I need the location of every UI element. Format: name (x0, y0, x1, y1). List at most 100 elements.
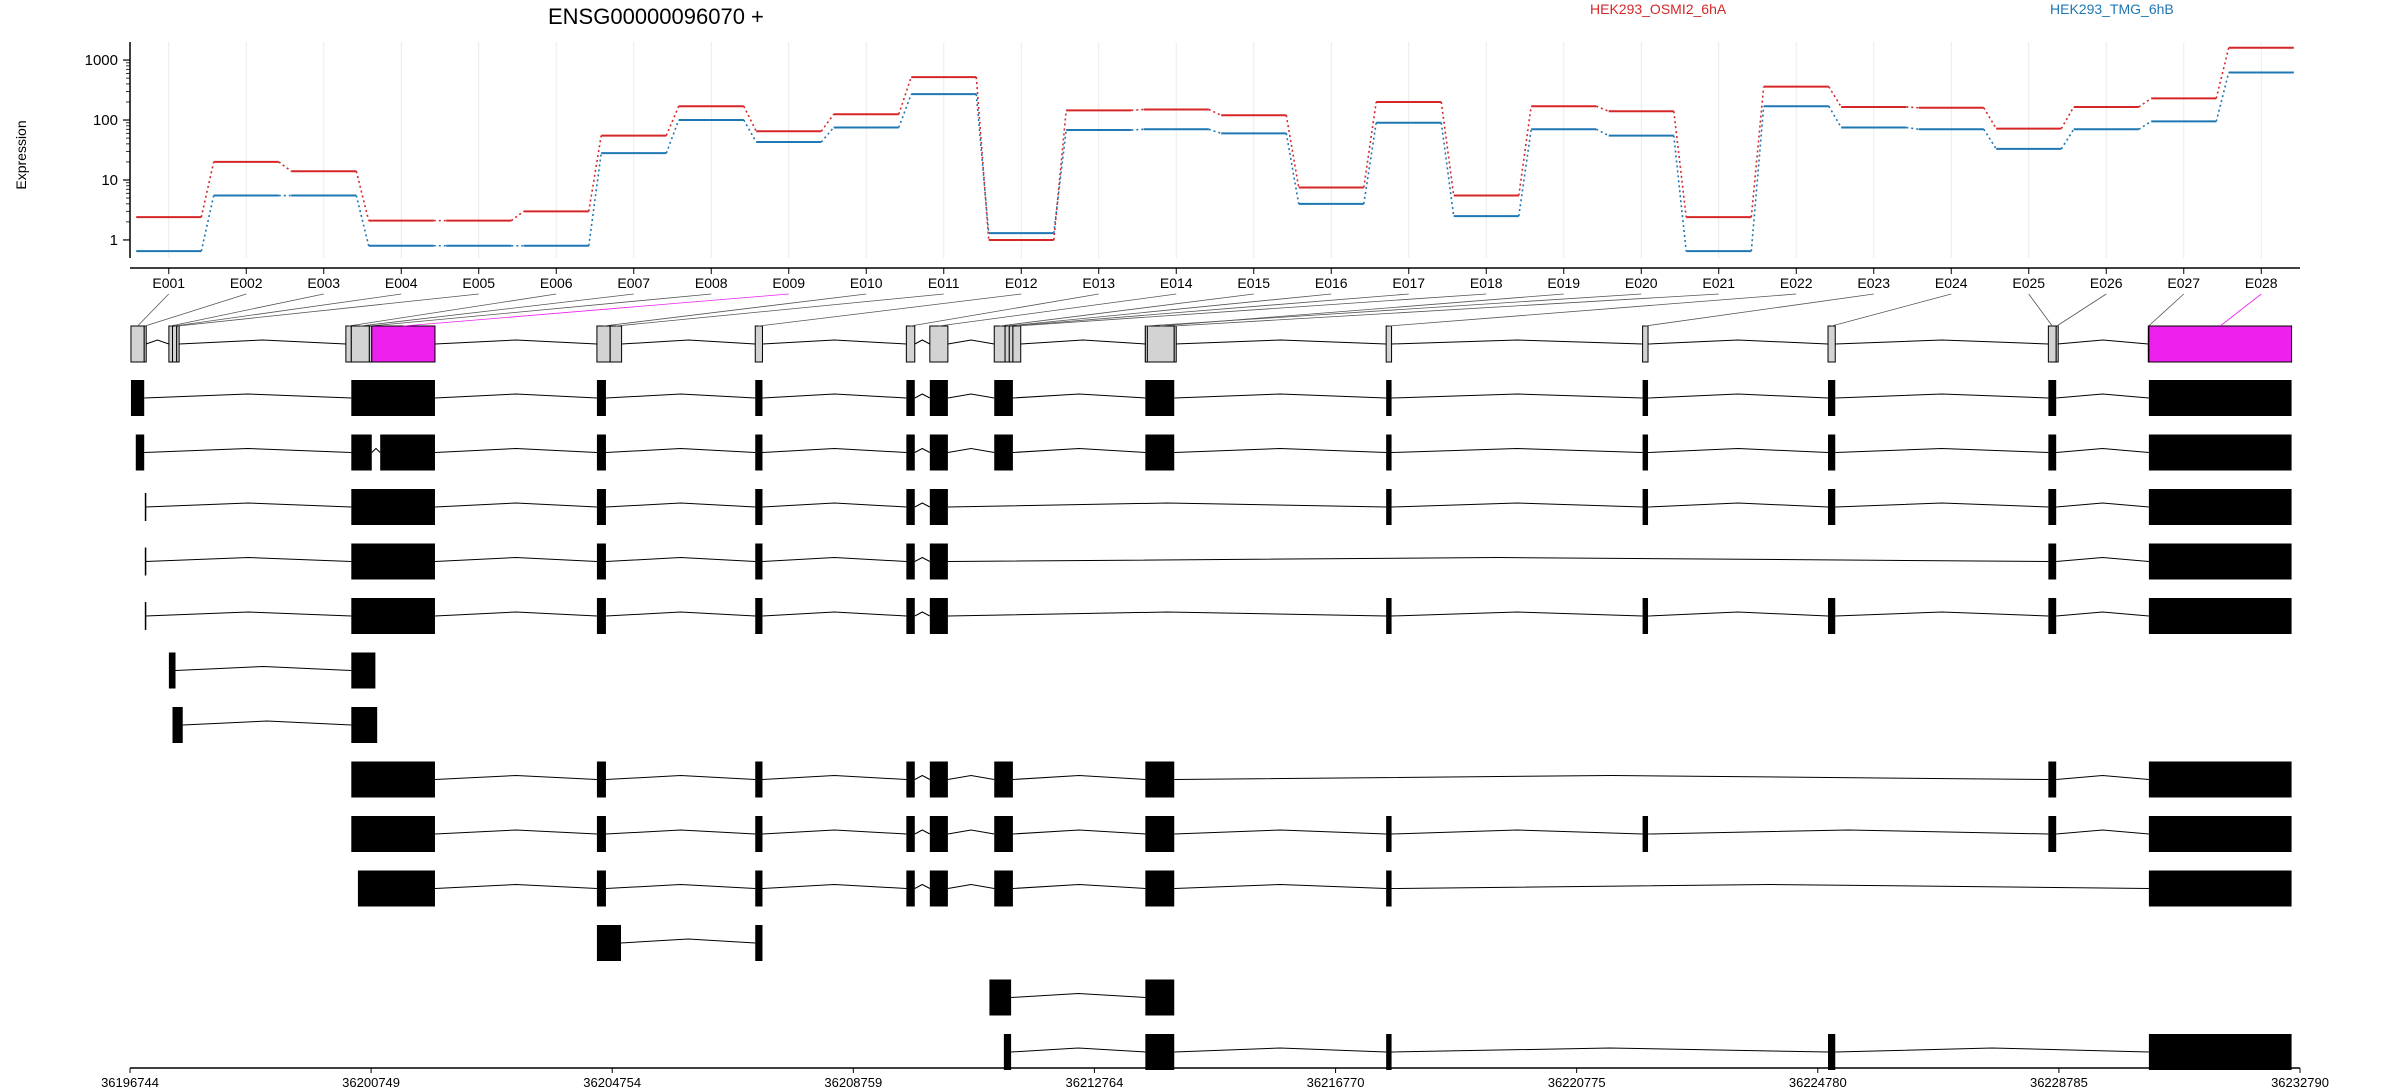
exon-block (994, 434, 1013, 471)
intron-line (1391, 611, 1643, 617)
x-tick-label: E024 (1935, 275, 1968, 291)
intron-line (2056, 611, 2149, 617)
exon-block (929, 380, 948, 416)
exon-block (2148, 543, 2292, 580)
x-tick-label: E027 (2167, 275, 2200, 291)
genome-axis: 36196744 36200749 36204754 36208759 36212764… (101, 1067, 2329, 1090)
intron-line (1012, 393, 1146, 399)
genome-tick-label: 36196744 (101, 1075, 159, 1090)
exon-connector (403, 293, 789, 327)
series-connector (1285, 115, 1300, 188)
series-connector (1285, 133, 1300, 204)
exon-bin (345, 325, 352, 363)
intron-line (1012, 883, 1146, 889)
intron-line (762, 883, 907, 889)
intron-line (145, 611, 352, 617)
intron-line (1391, 1047, 1829, 1053)
series-connector (278, 161, 292, 172)
exon-bin (609, 325, 623, 363)
exon-bin (1004, 325, 1010, 363)
x-tick-label: E016 (1315, 275, 1348, 291)
x-tick-label: E005 (462, 275, 495, 291)
exon-block (994, 761, 1013, 798)
x-tick-label: E003 (307, 275, 340, 291)
exon-block (929, 543, 948, 580)
exon-block (596, 489, 606, 525)
exon-block (1386, 434, 1392, 471)
exon-block (135, 434, 145, 471)
transcript (172, 707, 378, 743)
intron-line (1174, 447, 1387, 453)
y-tick-label: 10 (101, 172, 118, 189)
x-tick-label: E006 (540, 275, 573, 291)
exon-block (906, 543, 915, 580)
exon-bin (754, 325, 763, 363)
exon-block (1828, 1034, 1836, 1070)
series-connector (1208, 108, 1222, 116)
x-tick-label: E013 (1082, 275, 1115, 291)
genome-tick-label: 36204754 (583, 1075, 641, 1090)
intron-line (605, 611, 756, 617)
exon-connector (360, 293, 634, 327)
exon-bin (130, 325, 145, 363)
exon-connector (910, 293, 1099, 327)
x-tick-label: E026 (2090, 275, 2123, 291)
intron-line (1648, 502, 1829, 508)
intron-line (914, 393, 931, 399)
exon-block (351, 380, 435, 416)
intron-line (2056, 447, 2149, 453)
exon-block (2148, 434, 2292, 471)
exon-block (755, 925, 763, 961)
exon-bin (929, 325, 949, 363)
exon-bin (1827, 325, 1836, 363)
series-connector (975, 77, 990, 241)
intron-line (371, 447, 381, 453)
exon-block (2148, 489, 2292, 525)
intron-line (434, 393, 597, 399)
series-connector (2215, 47, 2230, 99)
exon-block (755, 598, 763, 634)
x-tick-label: E015 (1237, 275, 1270, 291)
exon-connector (174, 293, 402, 327)
series-connector (1518, 106, 1532, 196)
exon-block (596, 380, 606, 416)
series-connector (200, 195, 215, 252)
exon-block (2048, 761, 2057, 798)
exon-connector (1174, 293, 1719, 327)
genome-tick-label: 36212764 (1065, 1075, 1123, 1090)
transcript (357, 870, 2292, 907)
intron-line (1391, 447, 1643, 453)
intron-line (175, 665, 352, 671)
exon-bin (1642, 325, 1649, 363)
series-connector (1906, 126, 1919, 131)
expression-plot: 1 10 100 1000 E001 E002 E003 E004 E005 E006 E007 E0… (85, 42, 2300, 291)
exon-block (596, 925, 621, 961)
exon-block (2148, 816, 2292, 852)
series-connector (1828, 105, 1842, 128)
intron-line (1391, 829, 1643, 835)
exon-bin (905, 325, 916, 363)
exon-block (929, 870, 948, 907)
series-connector (1983, 107, 1997, 129)
intron-line (1835, 393, 2049, 399)
exon-block (144, 602, 147, 630)
exon-bin (1008, 325, 1014, 363)
exon-connector (1016, 293, 1487, 327)
x-tick-label: E019 (1547, 275, 1580, 291)
exon-block (1386, 598, 1392, 634)
x-tick-label: E014 (1160, 275, 1193, 291)
intron-line (1012, 447, 1146, 453)
intron-line (762, 829, 907, 835)
x-tick-label: E001 (152, 275, 185, 291)
intron-line (1391, 339, 1643, 345)
series-1 (136, 71, 2294, 253)
exon-block (351, 543, 435, 580)
series-connector (1208, 128, 1222, 135)
intron-line (1835, 447, 2049, 453)
exon-connector (999, 293, 1254, 327)
exon-connector (348, 293, 557, 327)
exon-connector (1011, 293, 1409, 327)
intron-line (1174, 774, 2049, 780)
exon-block (1386, 816, 1392, 852)
